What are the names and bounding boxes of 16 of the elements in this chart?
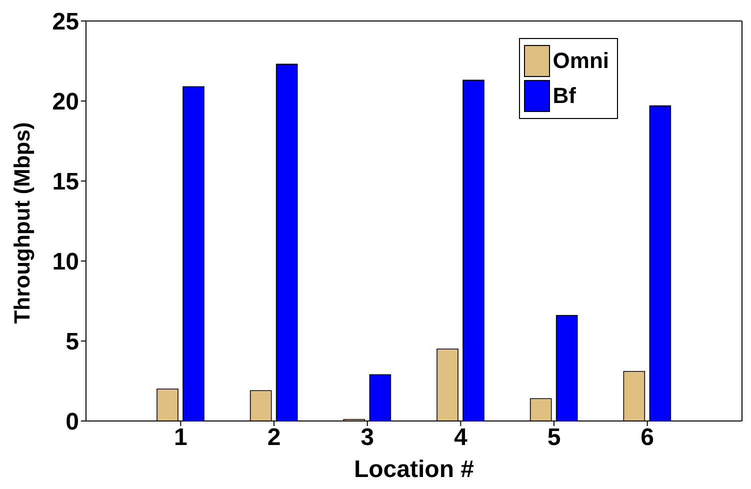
legend-label: Bf (552, 83, 576, 109)
x-tick-label: 4 (454, 424, 468, 452)
y-axis-title: Throughput (Mbps) (10, 122, 34, 324)
x-tick-label: 2 (267, 424, 281, 452)
x-tick-label: 5 (547, 424, 561, 452)
y-tick-label: 20 (52, 88, 79, 116)
x-tick-label: 3 (360, 424, 374, 452)
y-tick-label: 0 (66, 408, 79, 436)
y-tick-label: 10 (52, 248, 79, 276)
legend-label: Omni (552, 48, 609, 74)
y-tick-label: 5 (66, 328, 79, 356)
x-axis-title: Location # (354, 456, 474, 483)
x-tick-label: 1 (174, 424, 188, 452)
y-tick-label: 15 (52, 168, 79, 196)
y-tick-label: 25 (52, 8, 79, 36)
x-tick-label: 6 (640, 424, 654, 452)
